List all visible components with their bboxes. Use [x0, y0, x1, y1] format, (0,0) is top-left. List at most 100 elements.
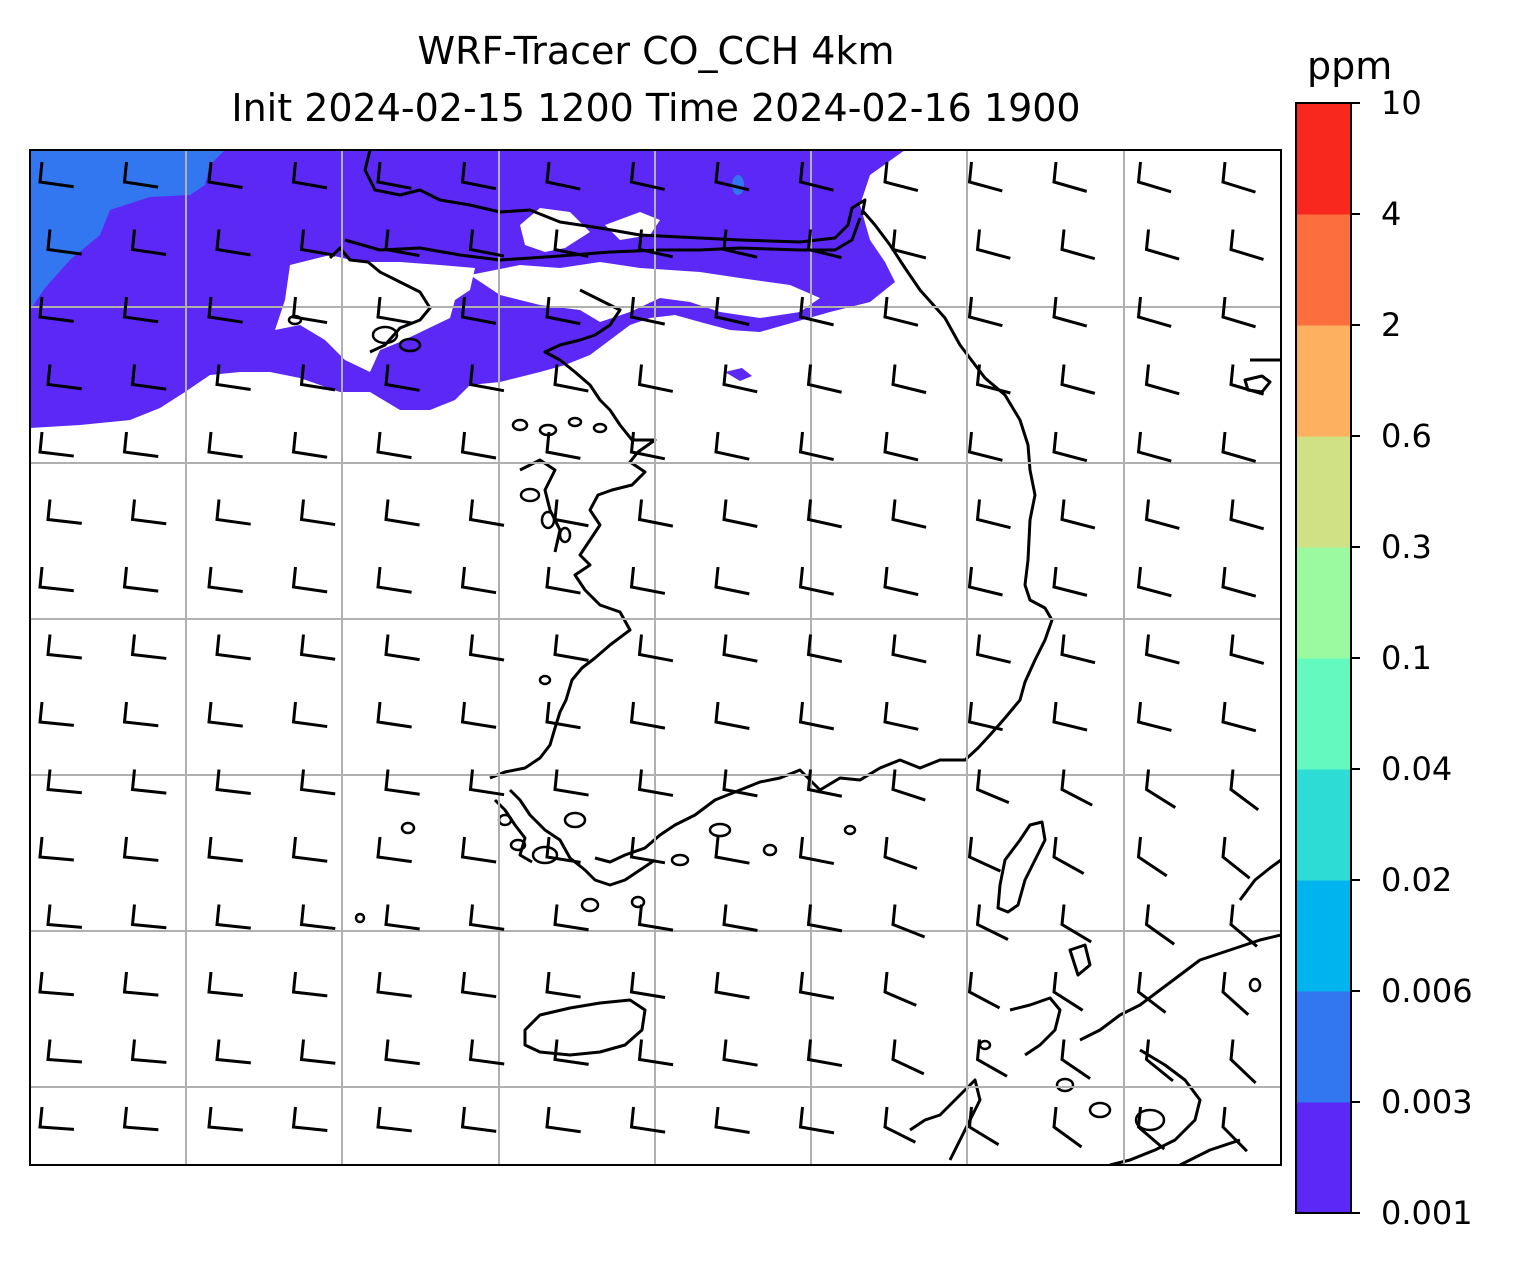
wind-barb — [629, 161, 666, 191]
wind-barb — [130, 1039, 167, 1064]
wind-barb — [1052, 566, 1088, 597]
wind-barb — [967, 1106, 1000, 1146]
wind-barb — [291, 431, 328, 459]
wind-barb — [714, 296, 750, 326]
wind-barb — [291, 701, 328, 729]
colorbar-segment — [1296, 1102, 1351, 1214]
wind-barb — [38, 566, 74, 593]
wind-barb — [975, 229, 1011, 260]
wind-barb — [883, 161, 919, 193]
wind-barb — [1060, 499, 1096, 530]
wind-barb — [553, 499, 589, 528]
wind-barb — [299, 1039, 336, 1065]
colorbar-segment — [1296, 325, 1351, 437]
wind-barb — [637, 769, 674, 797]
wind-barb — [637, 364, 674, 393]
wind-barb — [291, 1106, 328, 1133]
wind-barb — [122, 431, 159, 458]
wind-barb — [376, 431, 412, 460]
wind-barb — [376, 701, 412, 729]
wind-barb — [1221, 701, 1257, 733]
wind-barb — [207, 836, 243, 863]
wind-barb — [1052, 971, 1084, 1012]
wind-barb — [629, 1106, 666, 1134]
plume-gap-west — [275, 255, 475, 372]
wind-barb — [1060, 1039, 1091, 1080]
wind-barb — [1052, 431, 1088, 463]
wind-barb — [207, 431, 243, 459]
wind-barb — [1052, 296, 1088, 328]
wind-barb — [883, 971, 917, 1007]
wind-barb — [38, 161, 74, 189]
colorbar-tick-label: 2 — [1381, 306, 1402, 344]
coastlines — [328, 150, 1281, 1165]
tracer-plume-edge — [30, 150, 225, 310]
wind-barb — [38, 701, 74, 727]
wind-barb — [1052, 701, 1088, 732]
wind-barb — [714, 1106, 750, 1134]
wind-barb — [714, 431, 750, 461]
plume-spot — [732, 175, 744, 195]
wind-barb — [883, 836, 918, 870]
wind-barb — [1136, 701, 1172, 732]
wind-barb — [38, 836, 74, 862]
wind-barb — [975, 769, 1010, 805]
wind-barb — [38, 971, 75, 997]
wind-barb — [1144, 1039, 1174, 1083]
wind-barb — [122, 971, 159, 997]
wind-barb — [1229, 634, 1265, 665]
wind-barb — [1229, 1039, 1257, 1085]
wind-barb — [215, 904, 251, 930]
wind-barb — [1060, 229, 1096, 261]
wind-barb — [122, 161, 159, 189]
wind-barb — [1060, 364, 1096, 395]
wind-barb — [468, 499, 505, 527]
wind-barb — [215, 364, 251, 391]
wind-barb — [207, 971, 243, 997]
wind-barb — [545, 971, 581, 999]
wind-barb — [130, 769, 167, 795]
wind-barb — [460, 701, 497, 729]
wind-barb — [545, 431, 581, 460]
colorbar-tick-label: 0.02 — [1381, 861, 1453, 899]
wind-barb — [122, 1106, 159, 1132]
colorbar-tick-label: 4 — [1381, 195, 1402, 233]
wind-barb — [553, 634, 589, 662]
colorbar-segment — [1296, 991, 1351, 1103]
wind-barb — [1229, 499, 1265, 531]
wind-barb — [468, 634, 505, 662]
wind-barb — [207, 1106, 243, 1132]
wind-barb — [722, 364, 758, 394]
wind-barb — [46, 1039, 83, 1064]
wind-barb — [714, 701, 750, 730]
wind-barb — [1144, 634, 1180, 665]
wind-barb — [637, 634, 674, 663]
wind-barb — [384, 904, 420, 931]
wind-barb — [468, 904, 505, 931]
wind-barb — [46, 364, 82, 391]
wind-barb — [722, 904, 758, 932]
wind-barb — [545, 1106, 581, 1134]
wind-barb — [468, 229, 505, 258]
wind-barb — [38, 431, 74, 458]
wind-barb — [468, 769, 505, 797]
wind-barb — [376, 296, 412, 325]
wind-barb — [299, 499, 336, 527]
colorbar-segment — [1296, 658, 1351, 770]
map-frame — [29, 149, 1282, 1166]
wind-barb — [291, 296, 328, 325]
wind-barb — [299, 634, 336, 661]
wind-barb — [891, 634, 927, 664]
wind-barb — [122, 566, 159, 593]
colorbar-tick-label: 0.003 — [1381, 1083, 1473, 1121]
wind-barb — [722, 769, 758, 798]
wind-barb — [967, 971, 1001, 1010]
wind-barb — [883, 1106, 917, 1144]
wind-barb — [891, 229, 927, 260]
wind-barb — [553, 229, 589, 258]
wind-barb — [722, 229, 758, 259]
wind-barb — [722, 634, 758, 663]
chart-title-line-2: Init 2024-02-15 1200 Time 2024-02-16 190… — [231, 86, 1081, 130]
wind-barb — [967, 161, 1003, 193]
wind-barb — [637, 1039, 674, 1067]
